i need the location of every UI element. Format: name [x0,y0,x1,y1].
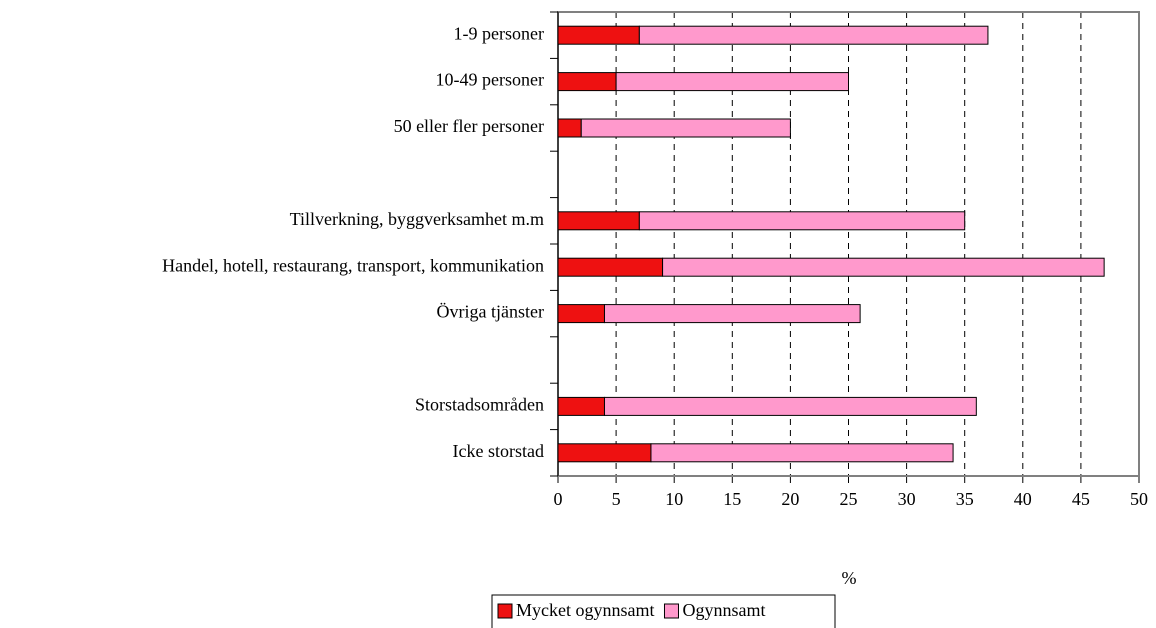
y-tick-label: 1-9 personer [454,23,544,43]
bar-segment [662,257,1105,277]
x-axis-label: % [842,568,857,588]
legend-box [491,594,836,628]
bar-segment [603,396,977,416]
bar-segment [638,25,989,45]
y-tick-label: 10-49 personer [436,70,544,90]
x-tick-label: 15 [723,489,741,509]
x-tick-label: 50 [1130,489,1148,509]
x-tick-label: 5 [612,489,621,509]
bar-segment [557,118,582,138]
bar-segment [603,304,861,324]
bar-segment [557,25,640,45]
bar-segment [615,72,849,92]
y-tick-label: Övriga tjänster [437,302,544,322]
legend-label: Ogynnsamt [682,600,765,620]
y-tick-label: Storstadsområden [415,395,544,415]
x-tick-label: 20 [781,489,799,509]
y-tick-label: 50 eller fler personer [394,116,544,136]
bar-segment [557,257,664,277]
bar-segment [580,118,791,138]
legend-label: Mycket ogynnsamt [516,600,654,620]
legend-swatch [663,603,679,619]
x-tick-label: 30 [898,489,916,509]
x-tick-label: 25 [840,489,858,509]
x-tick-label: 35 [956,489,974,509]
x-tick-label: 10 [665,489,683,509]
x-tick-label: 0 [554,489,563,509]
bar-segment [557,304,605,324]
bar-segment [638,211,966,231]
bar-segment [650,443,954,463]
x-tick-label: 40 [1014,489,1032,509]
bar-segment [557,211,640,231]
bar-segment [557,72,617,92]
y-tick-label: Handel, hotell, restaurang, transport, k… [162,255,544,275]
bar-segment [557,396,605,416]
x-tick-label: 45 [1072,489,1090,509]
legend-swatch [497,603,513,619]
y-tick-label: Tillverkning, byggverksamhet m.m [290,209,544,229]
bar-segment [557,443,652,463]
y-tick-label: Icke storstad [453,441,544,461]
